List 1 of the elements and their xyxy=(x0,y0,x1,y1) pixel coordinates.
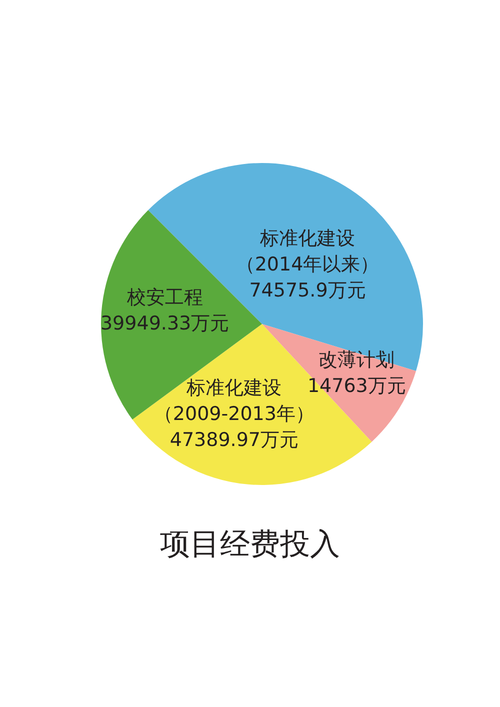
title: 项目经费投入 xyxy=(160,527,340,562)
